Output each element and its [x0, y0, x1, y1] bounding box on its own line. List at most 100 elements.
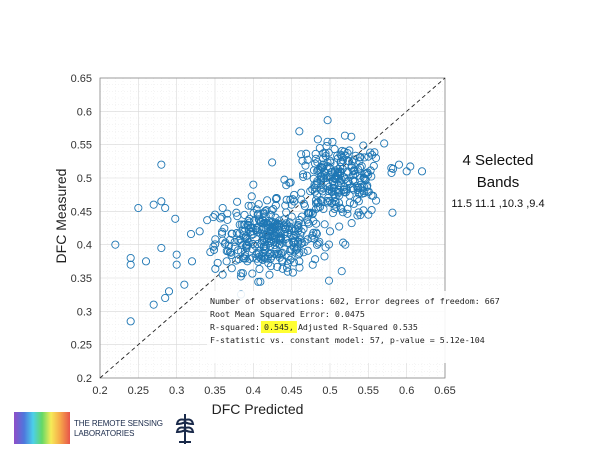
data-point	[244, 201, 253, 210]
data-point	[287, 200, 296, 209]
y-tick-label: 0.65	[71, 73, 92, 85]
data-point	[287, 212, 296, 221]
data-point	[217, 212, 226, 221]
data-point	[157, 197, 166, 206]
data-point	[270, 222, 279, 231]
data-point	[347, 132, 356, 141]
data-point	[366, 148, 375, 157]
data-point	[157, 243, 166, 253]
data-point	[344, 157, 354, 166]
data-point	[275, 240, 284, 249]
x-tick-label: 0.25	[128, 385, 149, 397]
data-point	[325, 197, 334, 206]
data-point	[233, 197, 242, 206]
data-point	[295, 257, 304, 266]
data-point	[311, 199, 321, 208]
data-point	[354, 183, 363, 192]
data-point	[287, 254, 296, 263]
lab-logo-text: The Remote Sensing Laboratories	[74, 419, 169, 439]
data-point	[141, 257, 151, 266]
y-tick-label: 0.4	[77, 240, 92, 252]
data-point	[367, 172, 376, 181]
data-point	[263, 196, 272, 205]
data-point	[126, 317, 135, 326]
data-point	[325, 227, 335, 236]
data-point	[195, 227, 204, 236]
data-point	[257, 225, 266, 235]
data-point	[388, 208, 397, 217]
data-point	[355, 163, 365, 172]
data-point	[265, 270, 274, 279]
regression-stats: Number of observations: 602, Error degre…	[207, 291, 500, 363]
data-point	[347, 161, 356, 170]
x-tick-label: 0.5	[322, 385, 337, 397]
data-point	[302, 171, 311, 180]
stats-r-squared-label: R-squared:	[210, 322, 260, 332]
data-point	[295, 263, 304, 272]
band-title-line-2: Bands	[476, 174, 520, 191]
y-tick-label: 0.25	[71, 340, 92, 352]
data-point	[314, 239, 323, 248]
data-point	[283, 267, 292, 276]
data-point	[234, 236, 243, 245]
data-point	[280, 175, 289, 184]
data-point	[313, 135, 322, 144]
data-point	[253, 239, 262, 249]
data-point	[364, 152, 373, 161]
data-point	[349, 167, 358, 176]
data-point	[317, 197, 326, 206]
data-point	[372, 196, 381, 205]
data-point	[320, 252, 329, 261]
data-point	[230, 242, 239, 251]
data-point	[283, 239, 292, 248]
data-point	[359, 141, 368, 150]
y-tick-labels: 0.2 0.25 0.3 0.35 0.4 0.45 0.5 0.55 0.6 0.65	[71, 73, 92, 385]
data-point	[350, 176, 359, 186]
r-squared-highlight	[260, 321, 297, 333]
data-point	[315, 144, 324, 153]
data-point	[211, 240, 220, 249]
data-point	[270, 240, 280, 250]
data-point	[272, 193, 281, 203]
data-point	[387, 163, 396, 173]
data-point	[272, 250, 282, 259]
data-point	[216, 214, 225, 223]
data-point	[303, 215, 312, 224]
data-point	[282, 219, 291, 228]
data-point	[317, 181, 326, 190]
data-point	[164, 287, 174, 296]
y-tick-label: 0.3	[77, 306, 92, 318]
data-point	[126, 253, 135, 263]
data-point	[290, 190, 299, 199]
data-point	[297, 227, 306, 236]
data-point	[269, 233, 278, 242]
data-point	[237, 220, 246, 229]
data-point	[298, 170, 308, 179]
data-point	[299, 172, 308, 181]
x-tick-label: 0.6	[399, 385, 414, 397]
data-point	[251, 241, 260, 250]
data-point	[310, 187, 320, 196]
data-point	[186, 229, 196, 239]
stats-adjusted-r-squared: Adjusted R-Squared 0.535	[298, 322, 418, 332]
data-point	[247, 192, 256, 201]
x-tick-label: 0.55	[358, 385, 379, 397]
data-point	[254, 209, 263, 218]
data-point	[180, 280, 189, 289]
data-point	[244, 216, 253, 226]
data-point	[348, 157, 357, 166]
data-point	[288, 195, 297, 204]
data-point	[267, 206, 276, 215]
data-point	[211, 264, 220, 273]
data-point	[228, 229, 237, 238]
data-point	[311, 154, 320, 163]
data-point	[241, 254, 250, 263]
data-point	[340, 131, 349, 140]
data-point	[338, 156, 347, 165]
y-tick-label: 0.2	[77, 373, 92, 385]
data-point	[324, 240, 334, 249]
data-point	[290, 232, 299, 241]
x-tick-label: 0.4	[246, 385, 261, 397]
x-tick-labels: 0.2 0.25 0.3 0.35 0.4 0.45 0.5 0.55 0.6 0.65	[92, 385, 455, 397]
data-point	[283, 259, 292, 268]
